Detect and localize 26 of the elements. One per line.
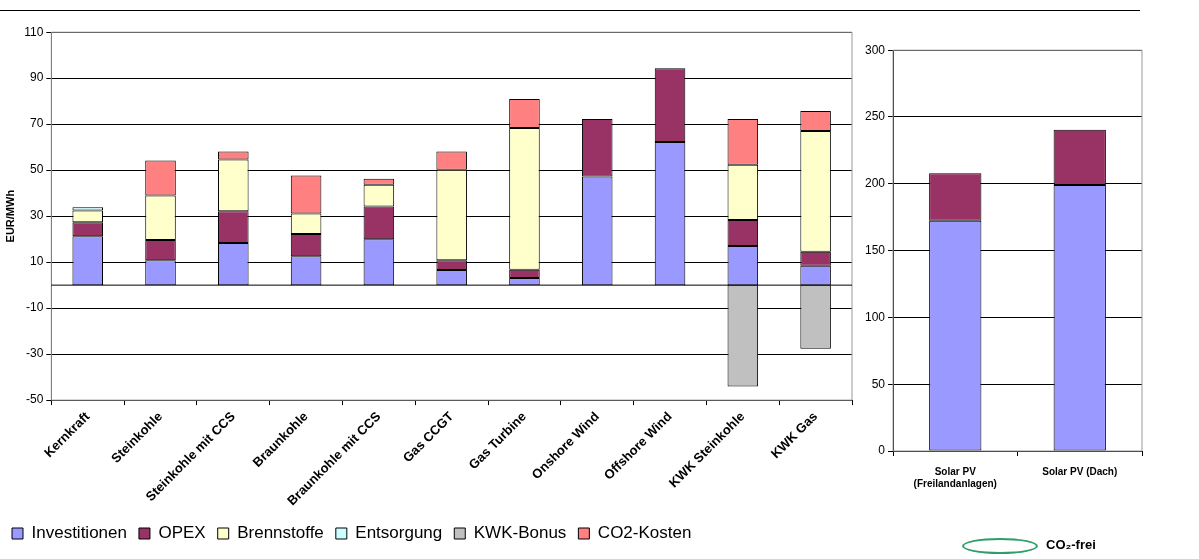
y-tick-label: 50 <box>871 376 886 391</box>
x-tick-label: Solar PV (Freilandanlagen) <box>913 465 997 489</box>
legend-label: Investitionen <box>31 523 127 543</box>
y-tick-label: 90 <box>29 70 44 85</box>
y-tick-label: 110 <box>24 24 44 39</box>
legend-label: Brennstoffe <box>237 523 324 543</box>
y-tick-label: 10 <box>29 254 44 269</box>
legend-label: Entsorgung <box>355 523 443 543</box>
y-tick-label: 150 <box>864 242 886 257</box>
y-tick-label: -30 <box>25 346 44 361</box>
y-tick-label: 100 <box>864 309 886 324</box>
text: CO₂-frei <box>1046 537 1096 552</box>
legend-label: KWK-Bonus <box>473 523 567 543</box>
legend-label: OPEX <box>158 523 206 543</box>
y-tick-label: 70 <box>29 116 44 131</box>
y-tick-label: 250 <box>864 109 886 124</box>
y-tick-label: 0 <box>878 443 886 458</box>
y-tick-label: -10 <box>25 300 44 315</box>
y-tick-label: 300 <box>864 42 886 57</box>
y-tick-label: 200 <box>864 176 886 191</box>
y-tick-label: -50 <box>25 392 44 407</box>
y-axis-title: EUR/MWh <box>3 189 16 243</box>
y-tick-label: 30 <box>29 208 44 223</box>
legend-label: CO2-Kosten <box>597 523 692 543</box>
x-tick-label: Solar PV (Dach) <box>1042 465 1118 477</box>
y-tick-label: 50 <box>29 162 44 177</box>
